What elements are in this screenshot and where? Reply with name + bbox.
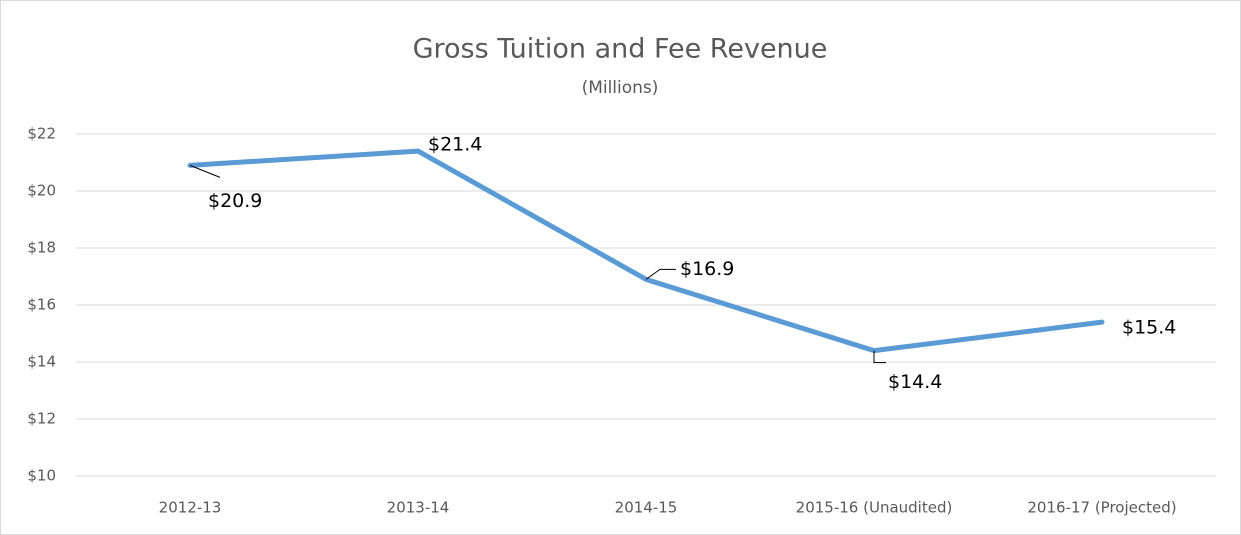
data-label: $15.4 <box>1122 317 1176 339</box>
leader-line <box>873 350 886 364</box>
data-label: $16.9 <box>680 258 734 280</box>
leader-line <box>189 164 221 178</box>
y-tick-label: $12 <box>27 410 56 428</box>
y-tick-label: $20 <box>27 182 56 200</box>
y-tick-label: $10 <box>27 467 56 485</box>
data-label: $14.4 <box>888 371 942 393</box>
leader-line <box>645 268 676 280</box>
y-tick-label: $14 <box>27 353 56 371</box>
x-tick-label: 2012-13 <box>159 499 222 517</box>
chart-subtitle: (Millions) <box>582 78 659 98</box>
data-label: $21.4 <box>428 134 482 156</box>
y-tick-label: $16 <box>27 296 56 314</box>
y-tick-label: $18 <box>27 239 56 257</box>
y-tick-label: $22 <box>27 125 56 143</box>
x-tick-label: 2014-15 <box>615 499 678 517</box>
chart-title: Gross Tuition and Fee Revenue <box>413 34 828 65</box>
x-tick-label: 2013-14 <box>387 499 450 517</box>
data-label: $20.9 <box>208 190 262 212</box>
x-tick-label: 2016-17 (Projected) <box>1027 499 1176 517</box>
x-tick-label: 2015-16 (Unaudited) <box>796 499 953 517</box>
